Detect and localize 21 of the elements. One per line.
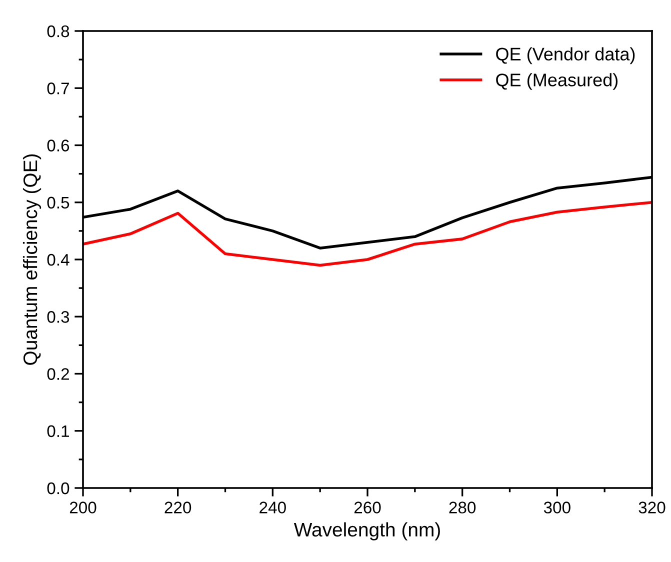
line-series [83,200,652,267]
y-tick-label: 0.1 [47,425,69,438]
y-tick-label: 0.2 [47,368,69,380]
x-tick-label: 260 [354,502,381,514]
y-tick-label: 0.6 [47,140,70,152]
y-tick-label: 0.5 [47,196,70,209]
y-tick-label: 0.7 [47,82,69,94]
x-tick-label: 200 [70,502,96,514]
y-tick-label: 0.8 [47,25,70,38]
y-axis-title: Quantum efficiency (QE) [22,154,42,365]
x-tick-label: 300 [544,502,570,514]
y-tick-label: 0.0 [47,482,70,494]
x-tick-label: 220 [164,502,192,514]
y-tick-label: 0.4 [47,254,70,266]
y-tick-label: 0.3 [47,311,70,323]
legend-label: QE (Vendor data) [496,47,635,64]
legend-label: QE (Measured) [496,73,618,90]
x-tick-label: 240 [260,502,286,514]
x-axis-title: Wavelength (nm) [294,522,440,540]
x-tick-label: 280 [449,502,476,514]
x-tick-label: 320 [638,502,666,514]
